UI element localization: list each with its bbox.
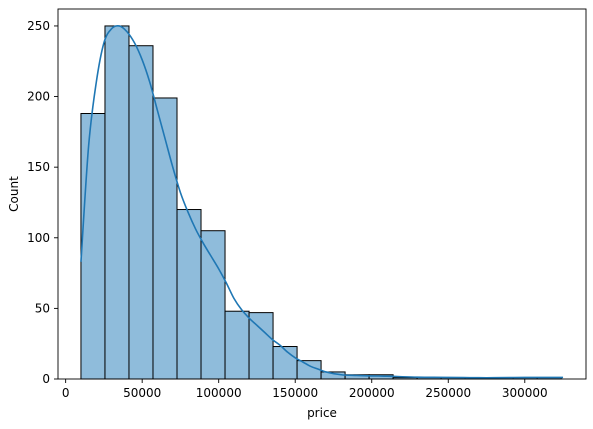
histogram-bar-1 xyxy=(104,25,130,380)
y-tick-label: 150 xyxy=(27,160,50,174)
x-tick-label: 0 xyxy=(62,386,70,400)
y-tick-label: 200 xyxy=(27,90,50,104)
histogram-bar-8 xyxy=(272,346,298,380)
x-tick-label: 250000 xyxy=(425,386,471,400)
x-tick-label: 50000 xyxy=(123,386,161,400)
histogram-bar-9 xyxy=(296,360,322,380)
x-tick-label: 100000 xyxy=(196,386,242,400)
y-tick-label: 0 xyxy=(42,372,50,386)
histogram-bar-2 xyxy=(128,45,154,380)
histogram-bar-0 xyxy=(80,113,106,380)
x-tick-label: 150000 xyxy=(272,386,318,400)
x-axis-label: price xyxy=(307,406,337,420)
x-tick-label: 200000 xyxy=(349,386,395,400)
x-axis-ticks: 0 50000 100000 150000 200000 250000 300000 xyxy=(62,379,548,400)
histogram-bar-5 xyxy=(200,230,226,380)
x-tick-label: 300000 xyxy=(502,386,548,400)
y-tick-label: 100 xyxy=(27,231,50,245)
y-axis-label: Count xyxy=(7,176,21,212)
histogram-bar-7 xyxy=(248,312,274,380)
y-tick-label: 250 xyxy=(27,19,50,33)
kde-curve xyxy=(80,24,564,379)
y-axis-ticks: 0 50 100 150 200 250 xyxy=(27,19,58,386)
y-tick-label: 50 xyxy=(35,301,50,315)
plot-frame xyxy=(57,8,587,380)
histogram-bar-6 xyxy=(224,310,250,380)
histogram-bars xyxy=(80,25,562,380)
histogram-bar-4 xyxy=(176,209,202,380)
